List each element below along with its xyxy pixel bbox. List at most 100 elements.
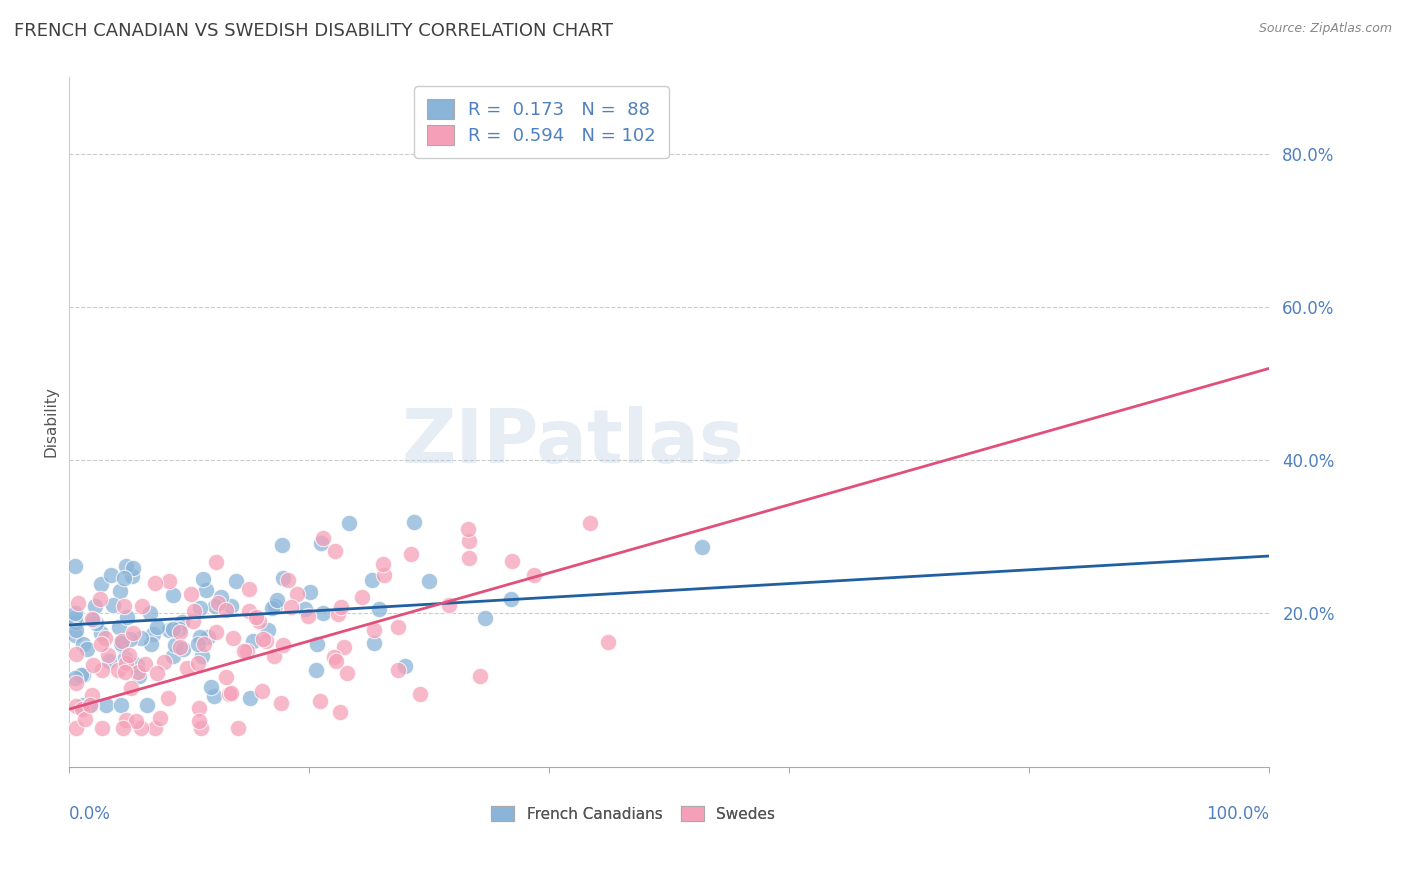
Point [323, 543, 346, 558]
Text: 0.0%: 0.0% [69, 805, 111, 823]
Point [90, 636, 112, 650]
Point [326, 607, 349, 621]
Point [202, 689, 225, 703]
Point [115, 610, 138, 624]
Point [264, 599, 287, 614]
Point [112, 571, 135, 585]
Point [169, 640, 191, 654]
Point [90, 576, 112, 591]
Point [402, 515, 425, 529]
Point [215, 603, 238, 617]
Point [235, 644, 257, 658]
Point [157, 574, 180, 589]
Point [90, 663, 112, 677]
Point [204, 599, 226, 613]
Point [65, 606, 87, 620]
Point [82, 658, 104, 673]
Point [190, 648, 212, 663]
Point [193, 572, 215, 586]
Point [65, 558, 87, 573]
Point [162, 648, 184, 663]
Point [309, 536, 332, 550]
Point [238, 582, 260, 596]
Point [218, 687, 240, 701]
Point [474, 611, 496, 625]
Point [108, 620, 131, 634]
Point [336, 665, 359, 680]
Point [271, 571, 294, 585]
Point [222, 631, 245, 645]
Point [363, 636, 385, 650]
Point [80, 688, 103, 702]
Point [93, 632, 115, 646]
Point [111, 721, 134, 735]
Point [368, 602, 391, 616]
Point [65, 615, 87, 629]
Text: 100.0%: 100.0% [1206, 805, 1270, 823]
Point [252, 684, 274, 698]
Point [409, 687, 432, 701]
Point [294, 601, 316, 615]
Point [188, 630, 211, 644]
Text: FRENCH CANADIAN VS SWEDISH DISABILITY CORRELATION CHART: FRENCH CANADIAN VS SWEDISH DISABILITY CO… [14, 22, 613, 40]
Point [143, 721, 166, 735]
Point [187, 701, 209, 715]
Point [121, 560, 143, 574]
Point [101, 598, 124, 612]
Point [418, 574, 440, 589]
Point [329, 706, 352, 720]
Point [329, 600, 352, 615]
Point [190, 601, 212, 615]
Point [239, 690, 262, 705]
Point [226, 721, 249, 735]
Point [97, 648, 120, 662]
Point [115, 559, 138, 574]
Point [112, 599, 135, 613]
Point [94, 698, 117, 713]
Point [263, 649, 285, 664]
Point [65, 611, 87, 625]
Point [297, 608, 319, 623]
Point [134, 657, 156, 672]
Point [162, 588, 184, 602]
Point [219, 686, 242, 700]
Point [304, 663, 326, 677]
Point [157, 623, 180, 637]
Point [200, 680, 222, 694]
Point [120, 632, 142, 646]
Point [72, 698, 94, 713]
Point [111, 633, 134, 648]
Point [458, 534, 481, 549]
Point [373, 558, 395, 572]
Text: Source: ZipAtlas.com: Source: ZipAtlas.com [1258, 22, 1392, 36]
Point [121, 569, 143, 583]
Point [323, 650, 346, 665]
Point [142, 627, 165, 641]
Point [238, 604, 260, 618]
Point [305, 637, 328, 651]
Point [399, 547, 422, 561]
Point [325, 654, 347, 668]
Point [129, 721, 152, 735]
Point [215, 670, 238, 684]
Point [110, 698, 132, 713]
Point [90, 626, 112, 640]
Point [72, 637, 94, 651]
Point [146, 665, 169, 680]
Point [363, 624, 385, 638]
Point [108, 583, 131, 598]
Point [333, 640, 356, 654]
Point [136, 698, 159, 713]
Point [114, 656, 136, 670]
Y-axis label: Disability: Disability [44, 386, 58, 458]
Point [80, 612, 103, 626]
Point [107, 663, 129, 677]
Point [84, 616, 107, 631]
Point [245, 609, 267, 624]
Point [190, 721, 212, 735]
Point [89, 591, 111, 606]
Point [118, 648, 141, 662]
Point [129, 631, 152, 645]
Point [139, 606, 162, 620]
Point [125, 714, 148, 728]
